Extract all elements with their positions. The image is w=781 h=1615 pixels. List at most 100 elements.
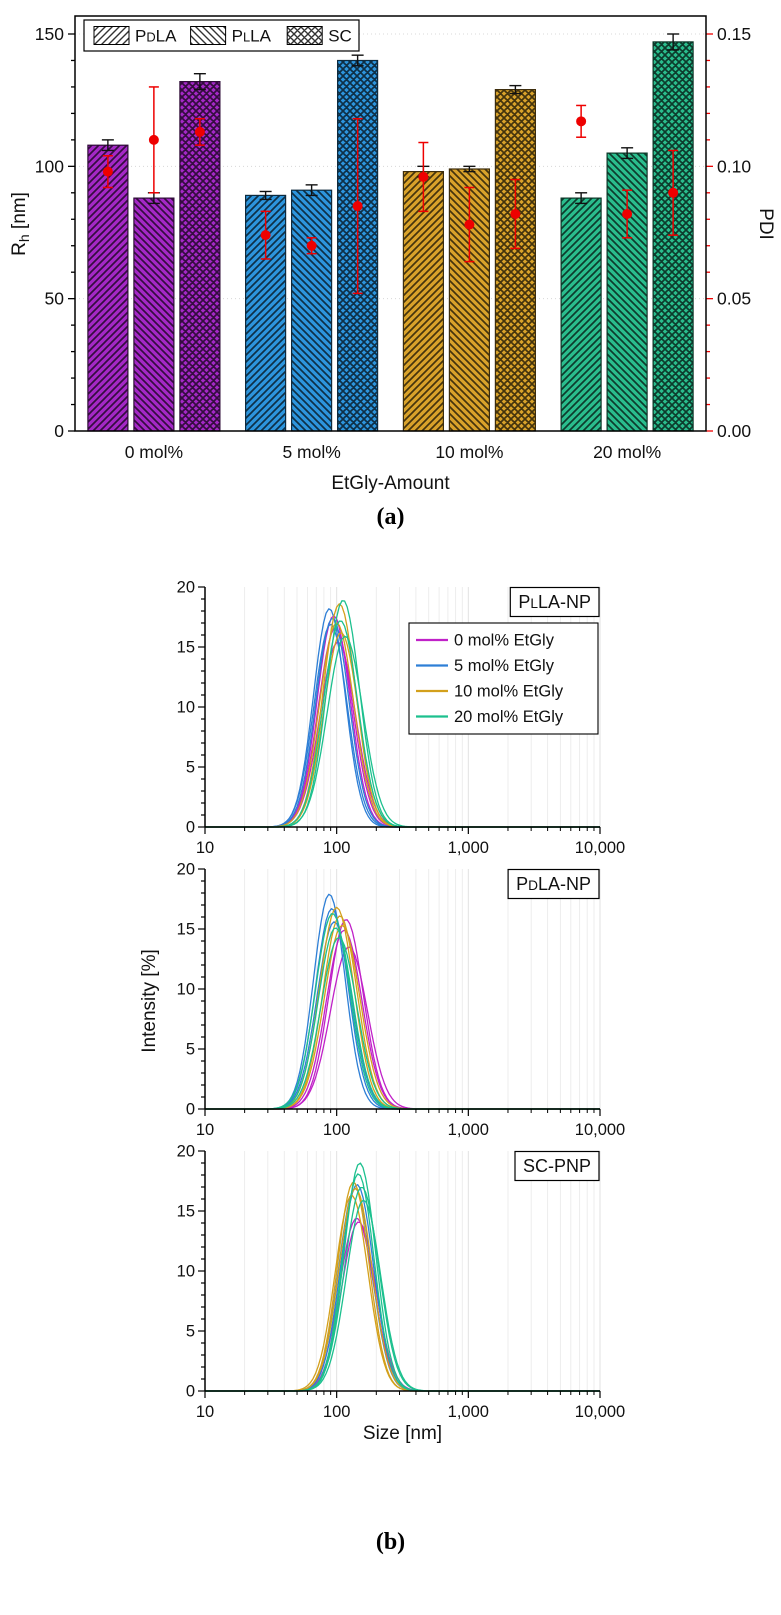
y-tick-label-left: 0	[54, 421, 64, 441]
bar	[494, 88, 536, 432]
pdi-point	[622, 208, 633, 219]
y-tick-label: 20	[177, 579, 195, 597]
plot-title-box	[514, 1150, 600, 1182]
legend: PDLA PLLA SC	[83, 19, 360, 52]
legend-swatch-SC	[286, 26, 323, 45]
curve-10-mol-EtGly	[205, 1187, 600, 1392]
y-tick-label-right: 0.15	[717, 24, 751, 44]
pdi-point	[418, 171, 429, 182]
bar	[560, 197, 602, 432]
plot-title-box	[507, 868, 600, 900]
x-tick-label: 10	[196, 839, 214, 857]
x-tick-label: 10 mol%	[435, 442, 503, 462]
x-axis-label: EtGly-Amount	[331, 473, 450, 494]
curve-0-mol-EtGly	[205, 929, 600, 1110]
y-tick-label-left: 100	[35, 156, 64, 176]
curve-5-mol-EtGly	[205, 908, 600, 1110]
pdi-point	[352, 201, 363, 212]
curve-0-mol-EtGly	[205, 946, 600, 1110]
y-tick-label: 15	[177, 639, 195, 657]
y-tick-label: 0	[186, 819, 195, 837]
y-axis-label-left: Rh [nm]	[9, 192, 32, 256]
plot-title: PDLA-NP	[516, 874, 591, 894]
x-tick-label: 1,000	[448, 839, 489, 857]
axes: 0 5 10 15 20 10 100 1,000 10,000	[177, 861, 626, 1140]
panel-b-y-axis-label: Intensity [%]	[139, 949, 160, 1054]
y-axis-label-right: PDI	[755, 208, 776, 240]
curve-10-mol-EtGly	[205, 924, 600, 1110]
curve-20-mol-EtGly	[205, 1173, 600, 1392]
panel-b-x-axis-label: Size [nm]	[362, 1423, 443, 1444]
pdi-point	[102, 166, 113, 177]
panel-b-plots: Intensity [%] 0 5 10 15 20 10 100 1,000 10,000 PL…	[0, 575, 781, 1445]
x-tick-label: 10,000	[575, 1403, 625, 1421]
line-chart-sc-pnp: 0 5 10 15 20 10 100 1,000 10,000 SC-PNP	[177, 1143, 626, 1422]
y-tick-label: 20	[177, 1143, 195, 1161]
pdi-point	[194, 126, 205, 137]
pdi-point	[464, 219, 475, 230]
y-tick-label-right: 0.05	[717, 289, 751, 309]
pdi-point	[576, 116, 587, 127]
y-tick-label: 5	[186, 1323, 195, 1341]
legend-label: 5 mol% EtGly	[454, 657, 555, 675]
curve-20-mol-EtGly	[205, 1186, 600, 1392]
axes: 0 5 10 15 20 10 100 1,000 10,000	[177, 1143, 626, 1422]
x-tick-label: 5 mol%	[282, 442, 340, 462]
legend-swatch-PDLA	[93, 26, 130, 45]
y-tick-label: 5	[186, 759, 195, 777]
curve-5-mol-EtGly	[205, 893, 600, 1110]
y-tick-label: 15	[177, 921, 195, 939]
bar	[133, 197, 175, 432]
legend-label: SC	[328, 27, 352, 46]
curve-20-mol-EtGly	[205, 1199, 600, 1392]
legend-label: PLLA	[232, 27, 272, 46]
y-tick-label: 15	[177, 1203, 195, 1221]
x-tick-label: 1,000	[448, 1403, 489, 1421]
legend-label: 0 mol% EtGly	[454, 632, 555, 650]
curve-0-mol-EtGly	[205, 919, 600, 1110]
x-tick-label: 100	[323, 1121, 351, 1139]
curve-10-mol-EtGly	[205, 1194, 600, 1392]
x-tick-label: 100	[323, 1403, 351, 1421]
plot-frame	[74, 15, 707, 432]
panel-a-label: (a)	[376, 504, 405, 530]
curve-10-mol-EtGly	[205, 1181, 600, 1392]
pdi-point	[668, 187, 679, 198]
pdi-point	[148, 134, 159, 145]
curve-10-mol-EtGly	[205, 915, 600, 1110]
bar	[87, 144, 129, 432]
legend-label: 20 mol% EtGly	[454, 708, 564, 726]
plot-title: SC-PNP	[523, 1156, 591, 1176]
y-tick-label-left: 50	[45, 289, 65, 309]
bar-chart-rh-pdi: 0 mol% 5 mol% 10 mol% 20 mol% 0 50 100 150 0.00 0…	[9, 15, 776, 494]
y-tick-label: 5	[186, 1041, 195, 1059]
curve-20-mol-EtGly	[205, 927, 600, 1110]
intensity-curves	[205, 893, 600, 1110]
panel-b-label: (b)	[375, 1529, 406, 1555]
plot-title: PLLA-NP	[518, 592, 591, 612]
x-tick-label: 10,000	[575, 839, 625, 857]
x-tick-label: 10,000	[575, 1121, 625, 1139]
bars	[87, 41, 694, 432]
y-tick-label: 10	[177, 981, 195, 999]
pdi-point	[260, 230, 271, 241]
pdi-point	[306, 240, 317, 251]
y-tick-label-right: 0.00	[717, 421, 751, 441]
y-tick-label: 10	[177, 699, 195, 717]
line-chart-plla-np: 0 5 10 15 20 10 100 1,000 10,000 PLLA-NP 0 mol% Et…	[177, 579, 626, 858]
x-tick-label: 20 mol%	[593, 442, 661, 462]
legend-label: 10 mol% EtGly	[454, 683, 564, 701]
curve-0-mol-EtGly	[205, 1221, 600, 1392]
pdi-markers	[102, 86, 679, 295]
curve-10-mol-EtGly	[205, 906, 600, 1110]
pdi-point	[510, 208, 521, 219]
bar	[291, 189, 333, 432]
axes: 0 5 10 15 20 10 100 1,000 10,000	[177, 579, 626, 858]
curve-5-mol-EtGly	[205, 1184, 600, 1392]
intensity-curves	[205, 1162, 600, 1392]
x-tick-label: 10	[196, 1403, 214, 1421]
grid-lines	[244, 1151, 601, 1391]
x-tick-label: 100	[323, 839, 351, 857]
curve-20-mol-EtGly	[205, 913, 600, 1110]
